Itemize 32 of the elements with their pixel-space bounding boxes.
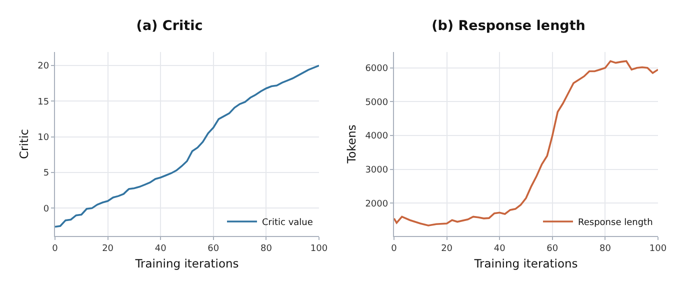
line-series	[55, 64, 319, 228]
x-tick-label: 0	[52, 244, 58, 254]
chart-title: (a) Critic	[136, 18, 203, 34]
x-tick-label: 40	[154, 244, 167, 254]
legend-label: Critic value	[262, 218, 314, 228]
x-tick-label: 80	[260, 244, 272, 254]
x-tick-label: 100	[649, 244, 667, 254]
y-axis-title: Tokens	[344, 124, 359, 164]
x-tick-label: 80	[599, 244, 612, 254]
x-tick-label: 40	[494, 244, 506, 254]
y-tick-label: 10	[38, 133, 50, 144]
x-tick-label: 60	[208, 244, 220, 254]
x-tick-label: 20	[441, 244, 453, 254]
x-axis-title: Training iterations	[473, 256, 578, 270]
y-tick-label: 20	[38, 62, 50, 72]
y-tick-label: 5	[43, 168, 50, 179]
legend-label: Response length	[578, 218, 653, 228]
y-tick-label: 15	[38, 97, 50, 108]
y-tick-label: 6000	[365, 64, 388, 74]
y-tick-label: 5000	[365, 98, 388, 108]
line-series	[394, 60, 658, 226]
x-axis-title: Training iterations	[134, 256, 239, 270]
chart-title: (b) Response length	[432, 18, 586, 34]
y-tick-label: 0	[43, 204, 50, 214]
y-tick-label: 3000	[365, 166, 388, 176]
y-tick-label: 4000	[365, 132, 388, 142]
x-tick-label: 60	[546, 244, 558, 254]
x-tick-label: 0	[391, 244, 398, 254]
y-tick-label: 2000	[365, 199, 388, 210]
x-tick-label: 20	[102, 244, 114, 254]
x-tick-label: 100	[310, 244, 328, 254]
y-axis-title: Critic	[17, 129, 32, 159]
